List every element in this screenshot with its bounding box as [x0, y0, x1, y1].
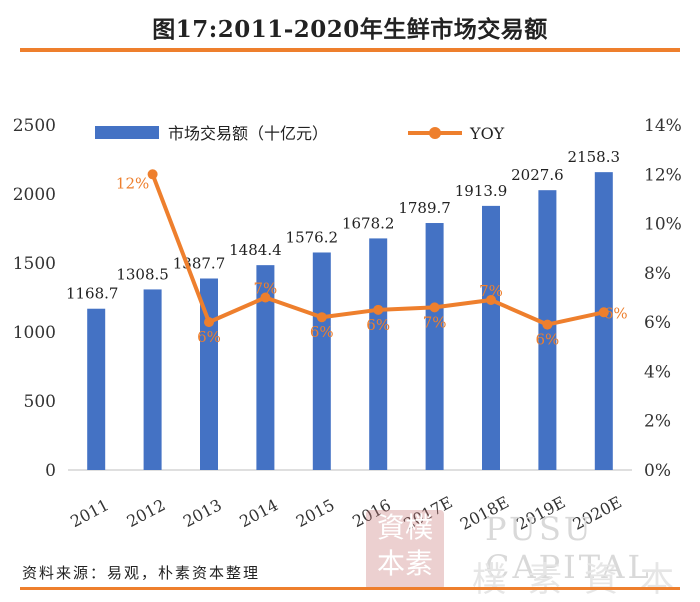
- yoy-point: [373, 304, 384, 315]
- x-tick-label: 2015: [293, 495, 338, 531]
- y-left-tick-label: 1500: [13, 254, 56, 274]
- bar: [200, 278, 218, 470]
- yoy-value-label: 7%: [254, 280, 278, 298]
- yoy-value-label: 6%: [197, 328, 221, 346]
- y-right-tick-label: 14%: [644, 116, 682, 136]
- y-left-tick-label: 2000: [13, 185, 56, 205]
- bar-value-label: 1576.2: [286, 228, 339, 246]
- bar: [425, 223, 444, 470]
- yoy-point: [147, 169, 158, 180]
- footer-rule: [20, 587, 680, 590]
- y-right-tick-label: 2%: [644, 412, 671, 432]
- bar-value-label: 1484.4: [229, 241, 282, 259]
- yoy-point: [486, 294, 496, 305]
- y-right-tick-label: 4%: [644, 362, 671, 382]
- bar: [482, 205, 500, 470]
- y-left-tick-label: 1000: [13, 323, 56, 343]
- x-tick-label: 2014: [236, 495, 281, 531]
- bar-value-label: 2158.3: [568, 148, 621, 166]
- legend-line-label: YOY: [469, 124, 505, 143]
- y-left-tick-label: 2500: [13, 116, 56, 136]
- legend-line-marker: [429, 127, 441, 139]
- source-note: 资料来源：易观，朴素资本整理: [22, 564, 261, 582]
- y-right-tick-label: 0%: [644, 461, 671, 481]
- bar: [594, 172, 613, 470]
- yoy-value-label: 7%: [423, 313, 447, 331]
- yoy-point: [598, 307, 609, 318]
- bar-value-label: 1678.2: [342, 214, 395, 232]
- y-left-tick-label: 500: [24, 392, 56, 412]
- title-underline: [20, 48, 680, 52]
- x-tick-label: 2012: [124, 495, 169, 531]
- yoy-value-label: 6%: [366, 316, 390, 334]
- yoy-point: [316, 312, 327, 323]
- yoy-value-label: 6%: [536, 331, 560, 349]
- yoy-value-label: 6%: [604, 304, 628, 322]
- bar-value-label: 1387.7: [173, 254, 226, 272]
- yoy-point: [542, 319, 553, 330]
- yoy-point: [260, 292, 271, 303]
- y-right-tick-label: 8%: [644, 264, 671, 284]
- bar-value-label: 1168.7: [66, 285, 119, 303]
- bar: [538, 190, 557, 470]
- bar-value-label: 1789.7: [398, 199, 451, 217]
- yoy-value-label: 12%: [116, 174, 149, 192]
- legend-bar-label: 市场交易额（十亿元）: [168, 124, 328, 143]
- yoy-point: [204, 317, 214, 328]
- yoy-value-label: 6%: [310, 323, 334, 341]
- bar: [87, 308, 106, 470]
- y-right-tick-label: 10%: [644, 215, 682, 235]
- y-left-tick-label: 0: [45, 461, 56, 481]
- bar-value-label: 1308.5: [116, 265, 169, 283]
- y-right-tick-label: 6%: [644, 313, 671, 333]
- bar: [369, 238, 388, 470]
- chart-title: 图17:2011-2020年生鲜市场交易额: [152, 16, 548, 43]
- yoy-value-label: 7%: [479, 282, 503, 300]
- bar-value-label: 1913.9: [455, 182, 508, 200]
- chart: 0 500 1000 1500 2000 2500 0% 2% 4% 6% 8% 10% 12% 14% 1…: [13, 116, 682, 534]
- bar-value-label: 2027.6: [511, 166, 564, 184]
- y-right-tick-label: 12%: [644, 165, 682, 185]
- watermark-text-en: PUSU CAPITAL: [485, 510, 652, 586]
- legend-bar-swatch: [95, 126, 159, 139]
- x-tick-label: 2011: [67, 495, 112, 531]
- bar: [143, 289, 162, 470]
- x-tick-label: 2013: [180, 495, 225, 531]
- bar: [312, 252, 331, 470]
- watermark-text-cn: 樸素資本: [472, 560, 696, 600]
- bar: [256, 265, 275, 470]
- watermark-seal: 資樸 本素: [366, 510, 444, 590]
- yoy-point: [429, 302, 440, 313]
